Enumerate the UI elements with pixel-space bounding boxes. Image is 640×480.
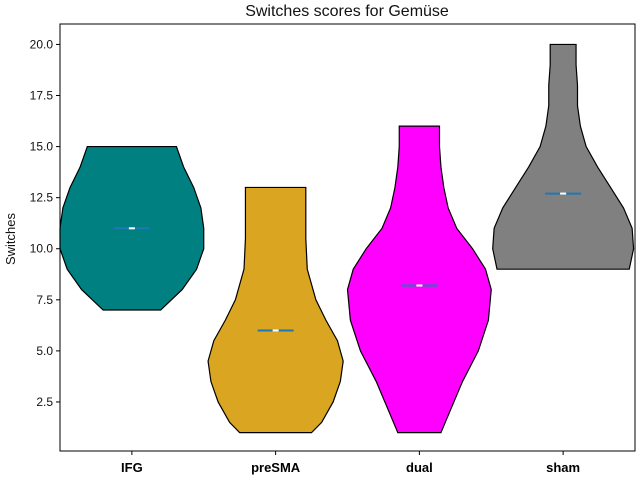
y-axis-label: Switches bbox=[3, 212, 18, 265]
x-tick-label: preSMA bbox=[251, 460, 301, 475]
y-tick-label: 12.5 bbox=[30, 191, 54, 205]
y-tick-label: 10.0 bbox=[30, 242, 54, 256]
medians-layer bbox=[113, 192, 582, 332]
y-tick-label: 5.0 bbox=[36, 344, 53, 358]
violin-sham bbox=[492, 43, 635, 270]
violins-layer bbox=[59, 43, 635, 434]
violin-dual bbox=[346, 125, 492, 434]
violin-preSMA bbox=[207, 186, 344, 434]
x-tick-label: IFG bbox=[121, 460, 143, 475]
y-tick-label: 17.5 bbox=[30, 89, 54, 103]
plot-frame bbox=[59, 23, 636, 452]
y-tick-label: 15.0 bbox=[30, 140, 54, 154]
y-tick-label: 7.5 bbox=[36, 293, 53, 307]
x-tick-label: dual bbox=[406, 460, 433, 475]
y-tick-label: 2.5 bbox=[36, 395, 53, 409]
x-tick-label: sham bbox=[546, 460, 580, 475]
chart-title: Switches scores for Gemüse bbox=[245, 3, 449, 20]
y-axis: 2.5 5.0 7.5 10.0 12.5 15.0 17.5 20.0 bbox=[30, 37, 60, 409]
y-tick-label: 20.0 bbox=[30, 37, 54, 51]
x-axis: IFG preSMA dual sham bbox=[121, 451, 580, 475]
